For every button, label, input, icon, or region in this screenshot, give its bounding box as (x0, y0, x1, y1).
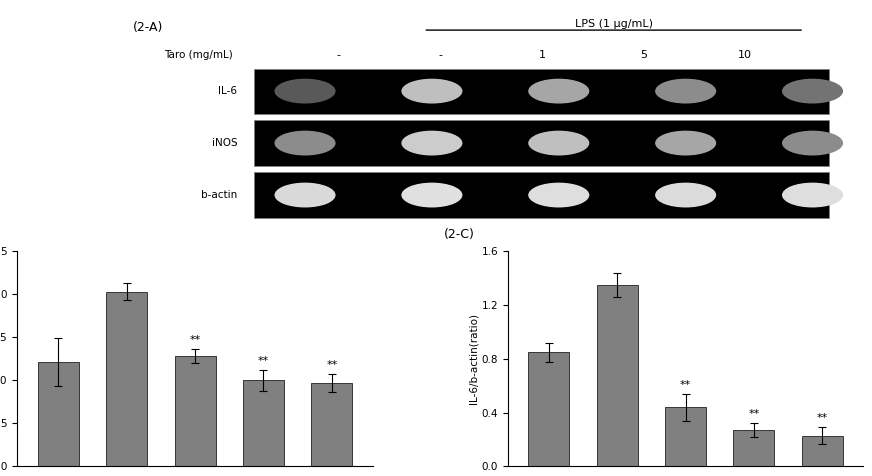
Text: b-actin: b-actin (201, 190, 237, 200)
Text: (2-C): (2-C) (444, 228, 474, 240)
Ellipse shape (528, 130, 589, 156)
Text: iNOS: iNOS (212, 138, 237, 148)
Text: IL-6: IL-6 (218, 86, 237, 96)
Ellipse shape (275, 130, 336, 156)
Text: **: ** (189, 335, 201, 345)
Text: **: ** (748, 409, 760, 419)
Bar (311, 383, 352, 466)
FancyBboxPatch shape (255, 120, 829, 166)
Text: **: ** (817, 414, 828, 424)
Ellipse shape (275, 183, 336, 208)
Text: 10: 10 (738, 50, 752, 60)
Text: -: - (337, 50, 341, 60)
Text: (2-A): (2-A) (133, 21, 164, 34)
Ellipse shape (528, 183, 589, 208)
Text: **: ** (258, 356, 269, 366)
Bar (243, 380, 284, 466)
Bar (106, 292, 147, 466)
Ellipse shape (401, 183, 462, 208)
Text: 1: 1 (538, 50, 545, 60)
Y-axis label: IL-6/b-actin(ratio): IL-6/b-actin(ratio) (469, 313, 479, 405)
FancyBboxPatch shape (255, 69, 829, 114)
Ellipse shape (401, 130, 462, 156)
Text: -: - (439, 50, 442, 60)
FancyBboxPatch shape (255, 172, 829, 218)
Bar (596, 285, 637, 466)
Text: 5: 5 (640, 50, 647, 60)
Bar (733, 430, 774, 466)
Ellipse shape (528, 79, 589, 104)
Ellipse shape (655, 183, 716, 208)
Bar (174, 357, 215, 466)
Ellipse shape (782, 130, 843, 156)
Bar (528, 352, 569, 466)
Ellipse shape (782, 79, 843, 104)
Ellipse shape (655, 130, 716, 156)
Text: **: ** (680, 380, 691, 390)
Bar (38, 362, 79, 466)
Ellipse shape (655, 79, 716, 104)
Text: **: ** (326, 360, 337, 370)
Ellipse shape (782, 183, 843, 208)
Bar (801, 436, 842, 466)
Text: LPS (1 μg/mL): LPS (1 μg/mL) (575, 19, 653, 29)
Ellipse shape (275, 79, 336, 104)
Text: Taro (mg/mL): Taro (mg/mL) (165, 50, 233, 60)
Ellipse shape (401, 79, 462, 104)
Bar (665, 407, 706, 466)
